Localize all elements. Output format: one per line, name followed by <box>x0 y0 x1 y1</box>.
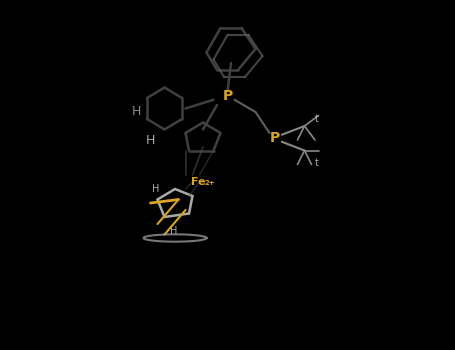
Text: H: H <box>146 133 155 147</box>
Text: P: P <box>270 131 280 145</box>
Text: H: H <box>170 226 177 236</box>
Text: t: t <box>315 114 318 124</box>
Text: 2+: 2+ <box>205 180 215 187</box>
Text: H: H <box>132 105 141 119</box>
Text: Fe: Fe <box>191 177 205 187</box>
Text: H: H <box>152 184 159 194</box>
Text: t: t <box>315 158 318 168</box>
Text: P: P <box>222 89 233 103</box>
